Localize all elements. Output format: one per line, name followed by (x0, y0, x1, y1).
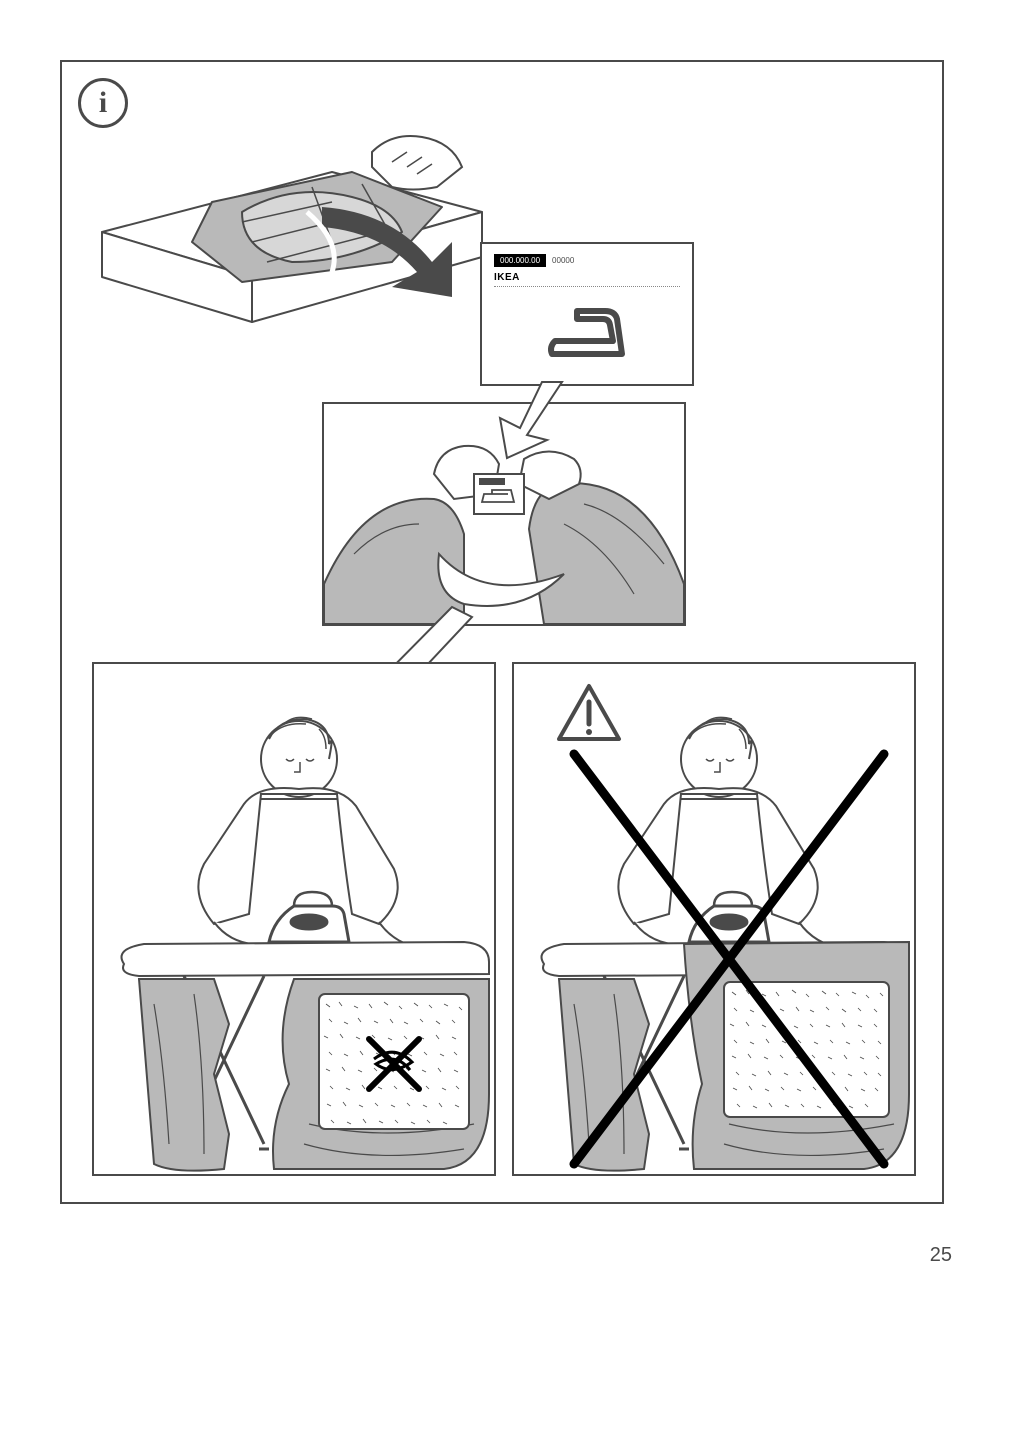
instruction-frame: i (60, 60, 944, 1204)
iron-symbol-icon (537, 299, 637, 369)
brand-label: IKEA (494, 272, 520, 283)
warning-icon (559, 686, 619, 739)
care-label-callout: 000.000.00 00000 IKEA (480, 242, 694, 386)
incorrect-iron-illustration (514, 664, 914, 1174)
article-number: 000.000.00 (494, 254, 546, 267)
article-bar: 000.000.00 00000 (494, 254, 574, 267)
unbox-illustration (92, 112, 492, 342)
correct-iron-illustration (94, 664, 494, 1174)
correct-iron-panel (92, 662, 496, 1176)
page-number: 25 (930, 1244, 952, 1267)
callout-pointer-top (492, 380, 592, 460)
article-sub: 00000 (552, 256, 574, 265)
incorrect-iron-panel (512, 662, 916, 1176)
dotted-line (494, 286, 680, 287)
